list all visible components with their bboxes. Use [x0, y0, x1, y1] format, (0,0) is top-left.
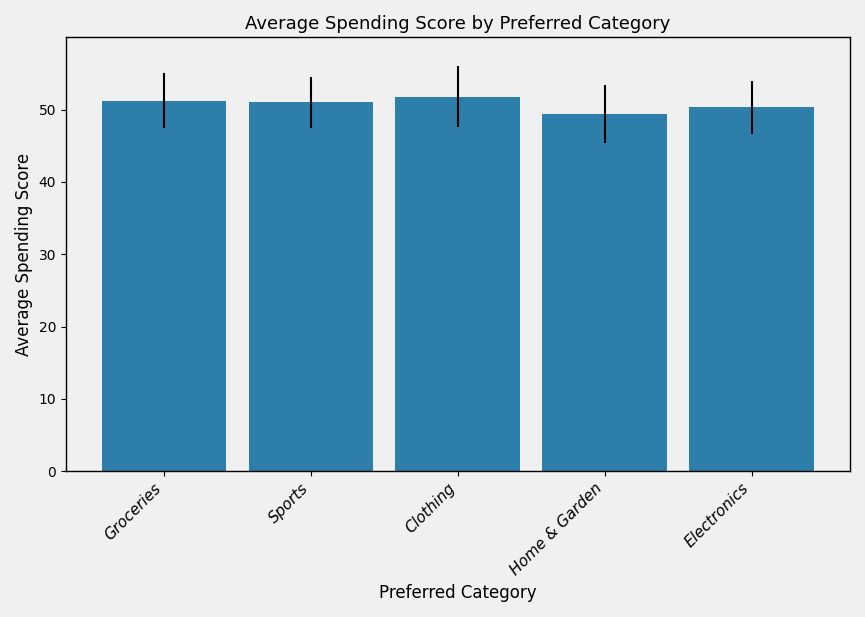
Bar — [101, 101, 227, 471]
Bar — [395, 97, 521, 471]
Bar — [689, 107, 814, 471]
Bar — [248, 102, 374, 471]
X-axis label: Preferred Category: Preferred Category — [379, 584, 537, 602]
Bar — [542, 114, 668, 471]
Y-axis label: Average Spending Score: Average Spending Score — [15, 153, 33, 356]
Title: Average Spending Score by Preferred Category: Average Spending Score by Preferred Cate… — [246, 15, 670, 33]
